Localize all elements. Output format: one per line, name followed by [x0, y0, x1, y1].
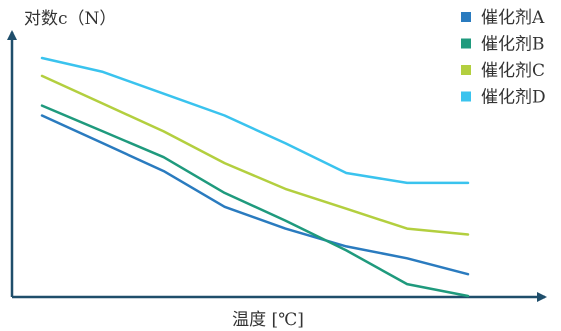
x-axis-title: 温度 [℃] [232, 310, 304, 330]
legend-label-3: 催化剂D [481, 88, 546, 108]
series-line-2 [40, 74, 470, 236]
legend: 催化剂A 催化剂B 催化剂C 催化剂D [461, 8, 546, 108]
legend-swatch-1 [461, 38, 471, 49]
series-line-3 [40, 56, 470, 185]
legend-swatch-3 [461, 91, 471, 102]
series-line-1 [40, 104, 470, 298]
legend-label-0: 催化剂A [481, 8, 545, 28]
series-line-0 [40, 114, 470, 276]
legend-swatch-2 [461, 65, 471, 75]
legend-label-1: 催化剂B [481, 35, 545, 55]
series-layer [40, 56, 470, 298]
y-axis-title: 对数c（N） [24, 9, 116, 29]
legend-label-2: 催化剂C [481, 61, 545, 81]
legend-swatch-0 [461, 12, 471, 22]
